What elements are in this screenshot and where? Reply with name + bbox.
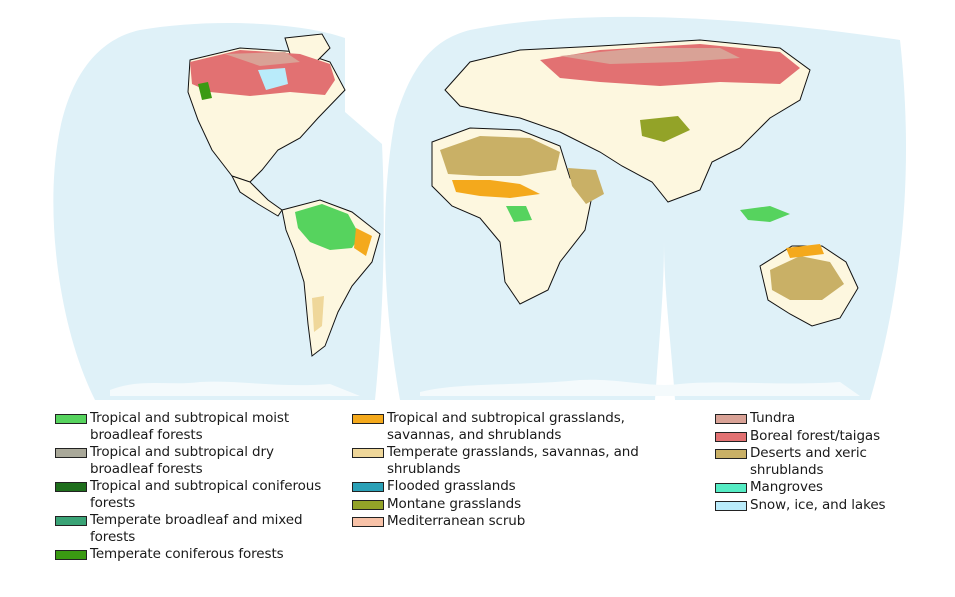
legend-label: Boreal forest/taigas	[750, 427, 881, 444]
legend-item-trop-dry: Tropical and subtropical dry broadleaf f…	[55, 444, 325, 477]
legend-item-boreal: Boreal forest/taigas	[715, 428, 935, 445]
biome-legend: Tropical and subtropical moist broadleaf…	[0, 410, 955, 597]
legend-label: Tropical and subtropical coniferous fore…	[90, 478, 322, 511]
legend-column-3: Tundra Boreal forest/taigas Deserts and …	[715, 410, 935, 514]
legend-item-tundra: Tundra	[715, 410, 935, 427]
legend-item-temp-grass: Temperate grasslands, savannas, and shru…	[352, 444, 652, 477]
legend-label: Tropical and subtropical grasslands, sav…	[387, 410, 625, 443]
savanna-brazil	[354, 228, 372, 256]
swatch-temp-grass	[352, 448, 384, 458]
legend-item-snow: Snow, ice, and lakes	[715, 497, 935, 514]
tundra-eurasia	[560, 48, 740, 64]
biomes	[190, 44, 844, 332]
legend-column-1: Tropical and subtropical moist broadleaf…	[55, 410, 325, 564]
legend-item-montane: Montane grasslands	[352, 496, 652, 513]
legend-label: Flooded grasslands	[387, 478, 516, 494]
legend-item-mangrove: Mangroves	[715, 479, 935, 496]
tundra-north-america	[225, 52, 300, 66]
legend-label: Deserts and xeric shrublands	[750, 445, 867, 478]
desert-arabia	[568, 168, 604, 204]
legend-label: Temperate broadleaf and mixed forests	[90, 512, 303, 545]
antarctica-ice	[110, 381, 360, 396]
legend-label: Tropical and subtropical moist broadleaf…	[90, 410, 290, 443]
legend-item-desert: Deserts and xeric shrublands	[715, 445, 935, 478]
legend-item-medit: Mediterranean scrub	[352, 513, 652, 530]
hudson-bay	[258, 68, 288, 90]
rainforest-amazon	[295, 204, 360, 250]
swatch-flooded	[352, 482, 384, 492]
legend-label: Mangroves	[750, 479, 823, 495]
swatch-temp-conif	[55, 550, 87, 560]
swatch-trop-conif	[55, 482, 87, 492]
swatch-tundra	[715, 414, 747, 424]
legend-label: Montane grasslands	[387, 495, 522, 512]
legend-label: Temperate grasslands, savannas, and shru…	[387, 444, 639, 477]
swatch-trop-moist	[55, 414, 87, 424]
legend-item-trop-grass: Tropical and subtropical grasslands, sav…	[352, 410, 652, 443]
savanna-australia-north	[786, 244, 824, 258]
grassland-patagonia	[312, 296, 324, 332]
legend-item-temp-conif: Temperate coniferous forests	[55, 546, 325, 563]
legend-label: Tropical and subtropical dry broadleaf f…	[90, 444, 274, 477]
savanna-africa	[452, 180, 540, 198]
swatch-montane	[352, 499, 384, 510]
rainforest-congo	[506, 206, 532, 222]
antarctica-ice-east	[420, 379, 860, 396]
antarctica	[110, 379, 860, 396]
legend-label: Snow, ice, and lakes	[750, 496, 886, 513]
legend-item-temp-broad: Temperate broadleaf and mixed forests	[55, 512, 325, 545]
legend-item-trop-conif: Tropical and subtropical coniferous fore…	[55, 478, 325, 511]
world-biome-map	[53, 16, 906, 400]
legend-item-trop-moist: Tropical and subtropical moist broadleaf…	[55, 410, 325, 443]
montane-tibet	[640, 116, 690, 142]
swatch-boreal	[715, 431, 747, 442]
legend-label: Tundra	[750, 410, 796, 426]
swatch-temp-broad	[55, 516, 87, 526]
legend-label: Temperate coniferous forests	[90, 546, 284, 562]
swatch-trop-grass	[352, 414, 384, 424]
desert-australia	[770, 256, 844, 300]
swatch-trop-dry	[55, 448, 87, 458]
central-america	[231, 175, 283, 217]
legend-label: Mediterranean scrub	[387, 513, 526, 529]
legend-item-flooded: Flooded grasslands	[352, 478, 652, 495]
swatch-medit	[352, 517, 384, 527]
desert-sahara	[440, 136, 560, 176]
rainforest-indonesia	[740, 206, 790, 222]
conifer-west-na	[198, 82, 212, 100]
swatch-snow	[715, 500, 747, 511]
legend-column-2: Tropical and subtropical grasslands, sav…	[352, 410, 652, 531]
swatch-desert	[715, 449, 747, 459]
swatch-mangrove	[715, 483, 747, 493]
